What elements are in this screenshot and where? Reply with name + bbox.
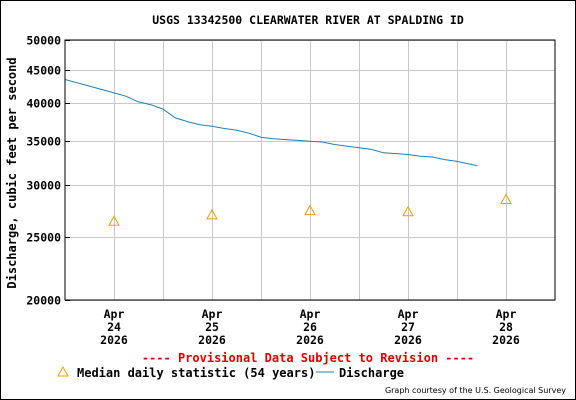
x-tick-label-day: 27: [401, 320, 415, 334]
credit-text: Graph courtesy of the U.S. Geological Su…: [385, 386, 566, 395]
x-axis-ticks: Apr242026Apr252026Apr262026Apr272026Apr2…: [100, 307, 520, 347]
y-axis-ticks: 20000 25000 30000 35000 40000 45000 50000: [26, 34, 70, 308]
median-marker: [108, 215, 120, 226]
provisional-note: ---- Provisional Data Subject to Revisio…: [142, 351, 474, 365]
legend-median-marker: [57, 365, 69, 377]
x-tick-label-year: 2026: [492, 333, 520, 347]
y-tick-label: 35000: [26, 135, 61, 149]
y-tick-label: 20000: [26, 294, 61, 308]
x-tick-label-year: 2026: [198, 333, 226, 347]
median-marker: [500, 193, 512, 205]
x-tick-label-day: 25: [205, 320, 219, 334]
legend-discharge-label: Discharge: [339, 366, 404, 380]
plot-area-border: [64, 39, 556, 301]
x-tick-label-day: 24: [107, 320, 121, 334]
y-tick-label: 45000: [26, 64, 61, 78]
x-tick-label-year: 2026: [100, 333, 128, 347]
x-tick-label-day: 28: [499, 320, 513, 334]
chart-title: USGS 13342500 CLEARWATER RIVER AT SPALDI…: [152, 13, 464, 27]
x-tick-label-month: Apr: [104, 307, 125, 321]
x-tick-label-month: Apr: [398, 307, 419, 321]
median-marker: [304, 204, 316, 216]
x-tick-label-year: 2026: [296, 333, 324, 347]
discharge-line: [64, 79, 478, 167]
y-tick-label: 25000: [26, 231, 61, 245]
y-tick-label: 40000: [26, 97, 61, 111]
y-tick-label: 30000: [26, 179, 61, 193]
y-axis-label: Discharge, cubic feet per second: [5, 57, 19, 288]
y-tick-label: 50000: [26, 34, 61, 48]
legend-median-label: Median daily statistic (54 years): [77, 366, 315, 380]
x-tick-label-month: Apr: [496, 307, 517, 321]
median-marker: [206, 208, 218, 220]
x-tick-label-year: 2026: [394, 333, 422, 347]
median-marker: [402, 205, 414, 217]
x-tick-label-day: 26: [303, 320, 317, 334]
x-tick-label-month: Apr: [300, 307, 321, 321]
legend: Median daily statistic (54 years) Discha…: [57, 365, 404, 380]
x-tick-label-month: Apr: [202, 307, 223, 321]
grid-lines: [65, 40, 555, 301]
series-layer: [64, 79, 512, 226]
